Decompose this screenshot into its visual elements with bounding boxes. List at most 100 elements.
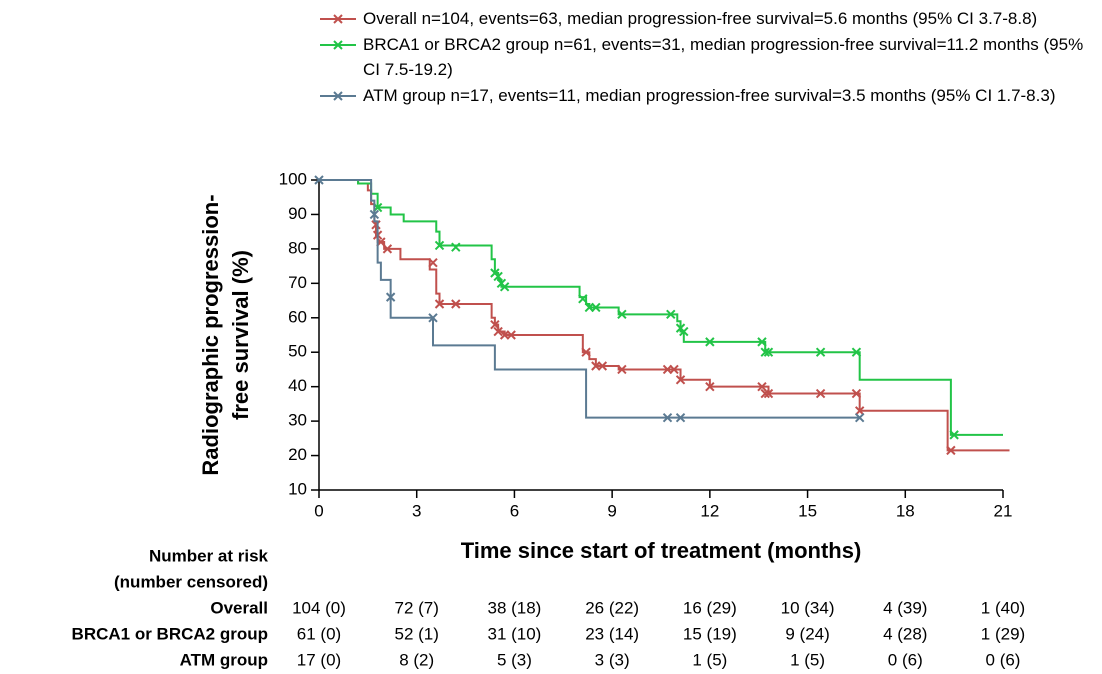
- legend-marker: [333, 14, 343, 24]
- risk-cell: 38 (18): [487, 598, 541, 617]
- risk-cell: 16 (29): [683, 598, 737, 617]
- censor-mark: [428, 313, 438, 323]
- risk-cell: 52 (1): [395, 624, 439, 643]
- legend-label: Overall n=104, events=63, median progres…: [363, 9, 1038, 28]
- x-tick-label: 15: [798, 501, 817, 520]
- x-tick-label: 9: [607, 501, 616, 520]
- y-tick-label: 20: [288, 445, 307, 464]
- censor-mark: [369, 209, 380, 220]
- risk-cell: 61 (0): [297, 624, 341, 643]
- censor-mark: [428, 257, 438, 268]
- y-tick-label: 10: [288, 479, 307, 498]
- censor-mark: [506, 330, 516, 340]
- risk-cell: 8 (2): [399, 650, 434, 669]
- censor-mark: [451, 242, 461, 252]
- risk-cell: 23 (14): [585, 624, 639, 643]
- censor-mark: [371, 220, 381, 230]
- risk-cell: 0 (6): [888, 650, 923, 669]
- y-tick-label: 100: [279, 169, 307, 188]
- risk-cell: 31 (10): [487, 624, 541, 643]
- x-tick-label: 21: [994, 501, 1013, 520]
- risk-cell: 17 (0): [297, 650, 341, 669]
- censor-mark: [434, 299, 445, 309]
- legend-entry: Overall n=104, events=63, median progres…: [318, 6, 1098, 31]
- risk-row-label: Overall: [210, 598, 268, 617]
- risk-cell: 1 (40): [981, 598, 1025, 617]
- y-tick-label: 60: [288, 307, 307, 326]
- risk-cell: 1 (5): [692, 650, 727, 669]
- risk-cell: 9 (24): [785, 624, 829, 643]
- legend-entry: BRCA1 or BRCA2 group n=61, events=31, me…: [318, 32, 1098, 82]
- censor-mark: [854, 412, 865, 423]
- censor-mark: [597, 361, 608, 371]
- risk-cell: 1 (29): [981, 624, 1025, 643]
- legend-symbol: [320, 40, 356, 50]
- risk-cell: 72 (7): [395, 598, 439, 617]
- censor-mark: [669, 364, 679, 375]
- risk-table-title: (number censored): [114, 572, 268, 591]
- censor-mark: [493, 271, 503, 282]
- censor-mark: [675, 412, 686, 423]
- legend-symbol: [320, 91, 356, 101]
- censor-mark: [499, 282, 510, 292]
- censor-mark: [675, 375, 686, 385]
- x-axis-label: Time since start of treatment (months): [461, 538, 862, 563]
- censor-mark: [705, 337, 715, 347]
- legend-symbol: [320, 14, 356, 24]
- y-tick-label: 50: [288, 342, 307, 361]
- y-axis-label: Radiographic progression-: [198, 194, 223, 475]
- censor-mark: [617, 364, 627, 375]
- risk-cell: 0 (6): [986, 650, 1021, 669]
- risk-cell: 104 (0): [292, 598, 346, 617]
- censor-mark: [591, 302, 601, 313]
- risk-cell: 4 (28): [883, 624, 927, 643]
- censor-mark: [851, 347, 862, 357]
- censor-mark: [382, 244, 393, 254]
- legend-label: ATM group n=17, events=11, median progre…: [363, 86, 1056, 105]
- x-tick-label: 6: [510, 501, 519, 520]
- x-tick-label: 3: [412, 501, 421, 520]
- censor-mark: [946, 445, 956, 456]
- survival-curve: [319, 179, 860, 419]
- censor-mark: [451, 299, 461, 309]
- censor-mark: [854, 406, 865, 416]
- risk-cell: 4 (39): [883, 598, 927, 617]
- survival-curve: [319, 179, 1003, 436]
- censor-mark: [314, 175, 324, 185]
- censor-mark: [493, 326, 503, 337]
- y-tick-label: 30: [288, 411, 307, 430]
- legend-marker: [333, 40, 343, 50]
- risk-row-label: BRCA1 or BRCA2 group: [72, 624, 268, 643]
- x-tick-label: 18: [896, 501, 915, 520]
- censor-mark: [705, 381, 715, 392]
- censor-mark: [666, 309, 676, 320]
- censor-mark: [815, 347, 826, 357]
- censor-mark: [949, 430, 959, 440]
- censor-mark: [617, 309, 627, 320]
- x-tick-label: 12: [700, 501, 719, 520]
- legend-label: BRCA1 or BRCA2 group n=61, events=31, me…: [363, 35, 1084, 79]
- legend-marker: [333, 91, 343, 101]
- censor-mark: [757, 337, 767, 347]
- risk-cell: 15 (19): [683, 624, 737, 643]
- censor-mark: [763, 388, 774, 399]
- risk-cell: 10 (34): [781, 598, 835, 617]
- risk-cell: 5 (3): [497, 650, 532, 669]
- y-tick-label: 80: [288, 238, 307, 257]
- y-tick-label: 90: [288, 204, 307, 223]
- y-tick-label: 40: [288, 376, 307, 395]
- censor-mark: [757, 381, 767, 392]
- censor-mark: [763, 347, 774, 357]
- y-axis-label: free survival (%): [228, 250, 253, 420]
- risk-cell: 3 (3): [595, 650, 630, 669]
- censor-mark: [581, 347, 591, 357]
- censor-mark: [760, 347, 770, 357]
- risk-row-label: ATM group: [180, 650, 268, 669]
- censor-mark: [385, 292, 396, 302]
- x-tick-label: 0: [314, 501, 323, 520]
- censor-mark: [760, 388, 770, 399]
- censor-mark: [578, 294, 588, 304]
- censor-mark: [662, 412, 673, 423]
